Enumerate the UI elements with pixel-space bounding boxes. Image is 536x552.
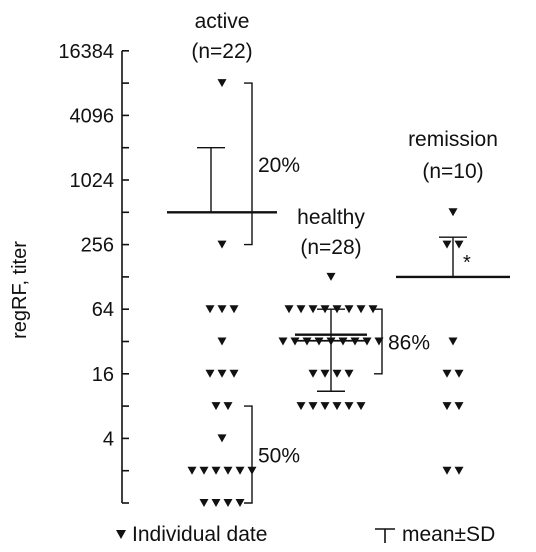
data-point-active — [217, 305, 227, 314]
data-point-active — [235, 466, 245, 475]
data-point-healthy — [320, 369, 330, 378]
legend: Individual date mean±SD — [116, 523, 495, 546]
data-point-healthy — [374, 337, 384, 346]
legend-meansd-icon — [375, 528, 395, 543]
data-point-active — [199, 499, 209, 507]
data-point-active — [217, 434, 227, 443]
bracket-active — [244, 82, 253, 246]
data-point-healthy — [368, 305, 378, 314]
y-tick-label: 1024 — [70, 170, 115, 192]
data-point-healthy — [344, 402, 354, 411]
data-point-remission — [454, 240, 464, 249]
data-point-healthy — [326, 272, 336, 281]
y-tick-label: 16384 — [58, 41, 114, 63]
data-point-remission — [454, 466, 464, 475]
data-point-active — [187, 466, 197, 475]
data-point-remission — [442, 466, 452, 475]
data-point-active — [217, 79, 227, 88]
bracket-label-active: 50% — [258, 445, 300, 468]
data-point-remission — [448, 208, 458, 217]
legend-meansd-label: mean±SD — [402, 523, 495, 546]
data-point-healthy — [308, 305, 318, 314]
mean-sd-group: * — [167, 146, 510, 392]
y-tick-label: 4 — [103, 428, 114, 450]
data-point-healthy — [356, 402, 366, 411]
data-point-active — [211, 466, 221, 475]
data-point-active — [211, 402, 221, 411]
data-point-remission — [442, 402, 452, 411]
data-point-active — [223, 499, 233, 507]
data-point-active — [199, 466, 209, 475]
y-tick-label: 64 — [92, 299, 114, 321]
data-point-active — [235, 499, 245, 507]
y-axis-label: regRF, titer — [9, 241, 31, 339]
data-point-healthy — [284, 305, 294, 314]
data-point-healthy — [356, 305, 366, 314]
group-count-remission: (n=10) — [422, 160, 483, 183]
data-point-healthy — [332, 402, 342, 411]
bracket-active — [244, 405, 253, 504]
data-point-healthy — [320, 402, 330, 411]
significance-annotation: * — [463, 252, 471, 274]
y-axis-group: 4 16 64 256 1024 4096 16384 — [58, 41, 129, 504]
data-points-group — [187, 79, 464, 507]
y-tick-label: 256 — [81, 235, 114, 257]
data-point-active — [247, 466, 257, 475]
group-count-active: (n=22) — [191, 40, 252, 63]
group-labels: active (n=22) healthy (n=28) remission (n=10) — [191, 10, 498, 259]
legend-marker-label: Individual date — [132, 523, 267, 546]
data-point-healthy — [344, 369, 354, 378]
data-point-active — [205, 369, 215, 378]
brackets-group: 20% 50% 86% — [244, 82, 430, 504]
data-point-remission — [454, 369, 464, 378]
data-point-active — [217, 240, 227, 249]
data-point-active — [223, 402, 233, 411]
data-point-active — [217, 369, 227, 378]
data-point-active — [229, 305, 239, 314]
data-point-healthy — [308, 369, 318, 378]
data-point-healthy — [296, 305, 306, 314]
data-point-healthy — [278, 337, 288, 346]
data-point-active — [211, 499, 221, 507]
data-point-active — [223, 466, 233, 475]
group-label-healthy: healthy — [297, 206, 365, 229]
bracket-label-active: 20% — [258, 154, 300, 177]
group-label-active: active — [195, 10, 250, 33]
group-count-healthy: (n=28) — [300, 236, 361, 259]
data-point-healthy — [344, 305, 354, 314]
bracket-healthy — [374, 308, 383, 375]
data-point-active — [205, 305, 215, 314]
y-tick-label: 4096 — [70, 105, 115, 127]
data-point-remission — [442, 369, 452, 378]
data-point-healthy — [308, 402, 318, 411]
bracket-label-healthy: 86% — [388, 332, 430, 355]
group-label-remission: remission — [408, 128, 498, 151]
data-point-remission — [442, 240, 452, 249]
data-point-healthy — [296, 402, 306, 411]
data-point-remission — [454, 402, 464, 411]
data-point-remission — [448, 337, 458, 346]
y-tick-label: 16 — [92, 364, 114, 386]
data-point-active — [217, 337, 227, 346]
legend-marker-icon — [116, 530, 126, 539]
data-point-healthy — [332, 369, 342, 378]
data-point-active — [229, 369, 239, 378]
